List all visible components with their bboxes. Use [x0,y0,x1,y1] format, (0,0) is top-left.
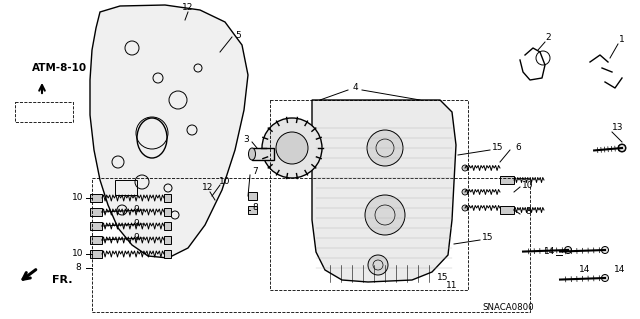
Circle shape [602,275,609,281]
Text: 7: 7 [252,167,258,176]
Text: 10: 10 [220,177,231,187]
Text: 3: 3 [243,136,249,145]
Text: 1: 1 [619,35,625,44]
Circle shape [368,255,388,275]
Bar [90,250,102,258]
Text: 10: 10 [522,181,534,189]
Bar [115,180,137,195]
Circle shape [276,132,308,164]
Text: 13: 13 [612,123,624,132]
Bar [15,102,73,122]
Bar [90,222,102,230]
Text: 15: 15 [492,144,504,152]
Text: 10: 10 [72,249,84,258]
Bar [90,194,102,202]
Bar [248,192,257,200]
Circle shape [462,189,468,195]
Text: 9: 9 [133,205,139,214]
Bar [90,236,102,244]
Text: 8: 8 [525,207,531,217]
Bar [248,206,257,214]
Text: 5: 5 [235,31,241,40]
Circle shape [262,118,322,178]
Circle shape [564,247,572,254]
Text: 15: 15 [483,234,493,242]
Text: 12: 12 [202,183,214,192]
Bar [252,148,274,160]
Bar [500,176,514,184]
Polygon shape [312,100,456,282]
Text: 14: 14 [544,248,556,256]
Text: 8: 8 [75,263,81,272]
Text: 14: 14 [614,265,626,275]
Circle shape [602,247,609,254]
Circle shape [365,195,405,235]
Text: 10: 10 [72,194,84,203]
Bar [164,236,171,244]
Text: 6: 6 [515,144,521,152]
Text: FR.: FR. [52,275,72,285]
Bar [500,206,514,214]
Polygon shape [90,5,248,258]
Bar [164,194,171,202]
Text: SNACA0800: SNACA0800 [482,303,534,313]
Text: 11: 11 [446,280,458,290]
Ellipse shape [248,148,255,160]
Circle shape [462,165,468,171]
Circle shape [618,145,625,152]
Text: 14: 14 [579,265,591,275]
Text: ATM-8-10: ATM-8-10 [32,63,87,73]
Text: 12: 12 [182,4,194,12]
Circle shape [367,130,403,166]
Bar [90,208,102,216]
Bar [164,222,171,230]
Text: 8: 8 [252,204,258,212]
Circle shape [462,205,468,211]
Bar [164,250,171,258]
Text: 4: 4 [352,84,358,93]
Text: 9: 9 [133,234,139,242]
Text: 15: 15 [437,273,449,283]
Text: 9: 9 [133,219,139,228]
Bar [164,208,171,216]
Text: 2: 2 [545,33,551,42]
